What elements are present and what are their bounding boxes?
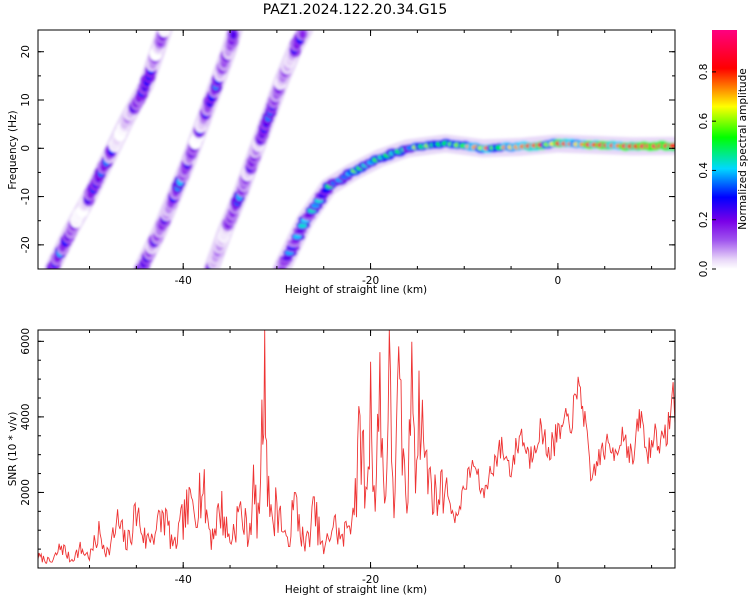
heatmap-y-label: Frequency (Hz) xyxy=(7,110,19,189)
snr-panel: -40 -20 0 2000 4000 6000 Height of straight l… xyxy=(7,328,676,596)
snr-x-tick-label: -20 xyxy=(362,574,379,586)
snr-y-label: SNR (10 * v/v) xyxy=(7,412,19,487)
heatmap-cell xyxy=(299,30,307,39)
chart-title: PAZ1.2024.122.20.34.G15 xyxy=(263,2,448,18)
colorbar-tick-label: 0.0 xyxy=(698,261,710,278)
heatmap-y-tick-label: -20 xyxy=(20,236,32,253)
colorbar-label: Normalized spectral amplitude xyxy=(737,68,749,229)
heatmap-cell xyxy=(295,228,305,234)
snr-y-tick-label: 4000 xyxy=(20,404,32,431)
heatmap-x-tick-label: -20 xyxy=(362,275,379,287)
colorbar-tick-label: 0.6 xyxy=(698,112,710,129)
snr-frame xyxy=(37,329,676,569)
colorbar-tick-label: 0.4 xyxy=(698,162,710,179)
heatmap-x-label: Height of straight line (km) xyxy=(285,284,427,296)
colorbar-tick-label: 0.8 xyxy=(698,64,710,81)
heatmap-panel: -40 -20 0 -20 -10 0 10 20 Height of straight li… xyxy=(7,29,676,296)
snr-x-label: Height of straight line (km) xyxy=(285,584,427,596)
heatmap-y-tick-label: 0 xyxy=(20,145,32,152)
heatmap-ticks: -40 -20 0 -20 -10 0 10 20 xyxy=(20,30,675,287)
heatmap-frame xyxy=(37,29,676,270)
colorbar-gradient xyxy=(712,30,737,269)
snr-ticks: -40 -20 0 2000 4000 6000 xyxy=(20,328,675,586)
snr-y-tick-label: 6000 xyxy=(20,328,32,355)
snr-y-tick-label: 2000 xyxy=(20,479,32,506)
snr-x-tick-label: -40 xyxy=(175,574,192,586)
colorbar-tick-label: 0.2 xyxy=(698,211,710,228)
heatmap-x-tick-label: -40 xyxy=(175,275,192,287)
snr-series-line xyxy=(37,329,676,564)
heatmap-y-tick-label: 20 xyxy=(20,45,32,58)
heatmap-cell xyxy=(298,223,308,229)
heatmap-x-tick-label: 0 xyxy=(555,275,562,287)
colorbar: 0.0 0.2 0.4 0.6 0.8 Normalized spectral ampl… xyxy=(698,30,749,277)
heatmap-cell xyxy=(229,30,237,40)
heatmap-y-tick-label: 10 xyxy=(20,93,32,106)
snr-x-tick-label: 0 xyxy=(555,574,562,586)
colorbar-ticks: 0.0 0.2 0.4 0.6 0.8 xyxy=(698,64,716,278)
heatmap-tracks xyxy=(44,30,675,269)
heatmap-cell xyxy=(669,143,675,149)
heatmap-cell xyxy=(292,234,302,240)
heatmap-y-tick-label: -10 xyxy=(20,188,32,205)
heatmap-cell xyxy=(160,30,168,36)
